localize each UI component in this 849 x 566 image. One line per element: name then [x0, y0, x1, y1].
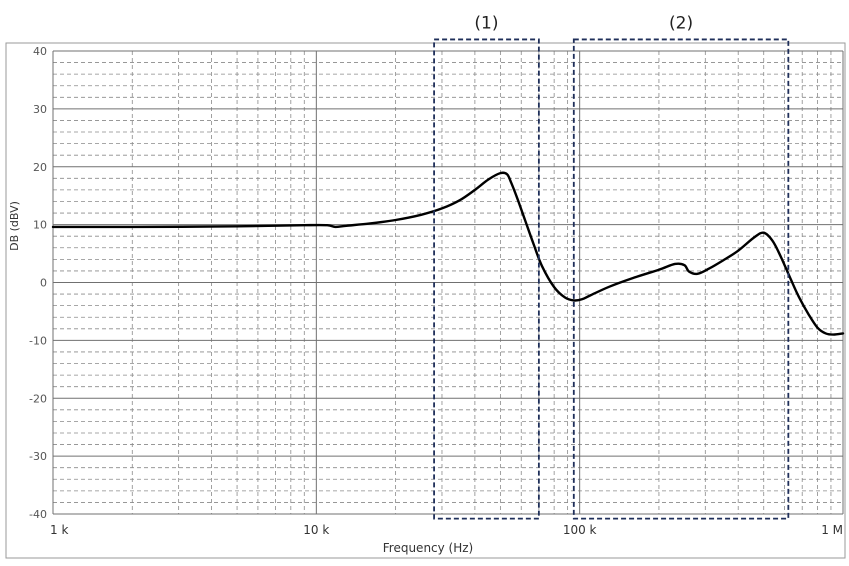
annotation-box — [433, 38, 540, 520]
y-tick-label: -20 — [29, 392, 47, 405]
y-tick-label: 30 — [33, 103, 47, 116]
y-tick-label: -30 — [29, 450, 47, 463]
x-tick-label: 1 k — [50, 523, 68, 537]
x-tick-label: 10 k — [303, 523, 329, 537]
series-layer — [51, 171, 845, 336]
tick-label-layer: 40 30 20 10 0 -10 -20 -30 -401 k 10 k 100 k 1 M — [29, 45, 843, 537]
y-tick-label: 40 — [33, 45, 47, 58]
annotation-box — [572, 38, 790, 520]
y-tick-label: 0 — [40, 277, 47, 290]
y-tick-label: -10 — [29, 334, 47, 347]
annotation-layer: (1) (2) — [433, 13, 790, 520]
annotation-label: (2) — [669, 13, 693, 33]
y-axis-label: DB (dBV) — [8, 201, 21, 251]
x-tick-label: 100 k — [563, 523, 597, 537]
y-tick-label: 20 — [33, 161, 47, 174]
annotation-label: (1) — [474, 13, 498, 33]
y-tick-label: 10 — [33, 219, 47, 232]
x-tick-label: 1 M — [821, 523, 843, 537]
x-axis-label: Frequency (Hz) — [383, 541, 474, 555]
series-line — [51, 171, 845, 336]
y-tick-label: -40 — [29, 508, 47, 521]
